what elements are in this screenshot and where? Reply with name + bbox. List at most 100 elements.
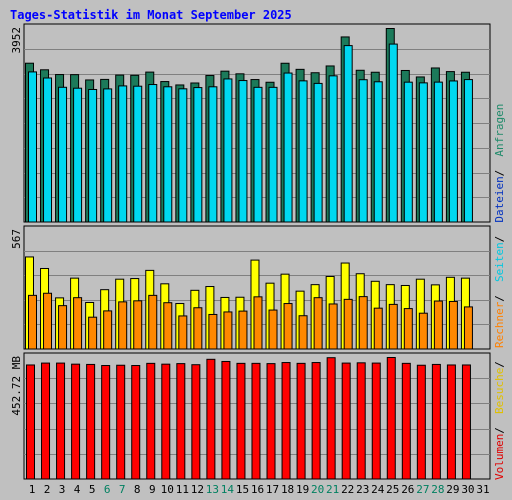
bar-seiten-12 xyxy=(193,87,203,223)
bar-rechner-6 xyxy=(103,310,113,350)
x-label-day-5: 5 xyxy=(89,483,96,496)
bar-seiten-2 xyxy=(43,77,53,223)
bar-rechner-3 xyxy=(58,305,68,350)
x-label-day-17: 17 xyxy=(266,483,279,496)
x-label-day-28: 28 xyxy=(431,483,444,496)
bar-volumen-4 xyxy=(71,363,81,480)
x-label-day-20: 20 xyxy=(311,483,324,496)
bar-volumen-9 xyxy=(146,362,156,480)
bar-volumen-16 xyxy=(251,362,261,480)
bar-seiten-10 xyxy=(163,86,173,223)
bar-seiten-23 xyxy=(358,79,368,223)
bar-volumen-20 xyxy=(311,362,321,480)
bar-rechner-17 xyxy=(268,309,278,350)
bar-rechner-4 xyxy=(73,297,83,350)
x-label-day-29: 29 xyxy=(446,483,459,496)
x-label-day-10: 10 xyxy=(161,483,174,496)
bar-seiten-21 xyxy=(328,75,338,223)
x-label-day-19: 19 xyxy=(296,483,309,496)
legend-separator: / xyxy=(493,170,506,177)
bar-seiten-20 xyxy=(313,82,323,223)
bar-seiten-15 xyxy=(238,80,248,223)
legend-anfragen: Anfragen xyxy=(493,104,506,157)
x-label-day-1: 1 xyxy=(29,483,36,496)
x-label-day-14: 14 xyxy=(221,483,235,496)
bar-seiten-14 xyxy=(223,78,233,223)
bar-seiten-13 xyxy=(208,86,218,223)
x-axis-labels: 1 2 3 4 5 6 7 8 9 10 11 12 13 14 15 16 17 18 19 20 21 22 23 24 2… xyxy=(29,483,490,496)
bar-volumen-14 xyxy=(221,360,231,480)
bar-volumen-25 xyxy=(386,357,396,480)
legend-seiten: Seiten xyxy=(493,242,506,282)
bar-seiten-16 xyxy=(253,86,263,223)
bar-rechner-27 xyxy=(418,312,428,350)
x-label-day-24: 24 xyxy=(371,483,385,496)
x-label-day-22: 22 xyxy=(341,483,354,496)
bar-rechner-13 xyxy=(208,313,218,350)
bar-rechner-19 xyxy=(298,315,308,350)
legend-separator: / xyxy=(493,295,506,302)
bar-volumen-17 xyxy=(266,363,276,480)
x-label-day-13: 13 xyxy=(206,483,219,496)
x-label-day-3: 3 xyxy=(59,483,66,496)
bar-rechner-11 xyxy=(178,315,188,350)
bar-volumen-26 xyxy=(401,362,411,480)
bar-volumen-10 xyxy=(161,363,171,480)
bar-seiten-8 xyxy=(133,85,143,223)
x-label-day-15: 15 xyxy=(236,483,249,496)
bar-seiten-18 xyxy=(283,72,293,223)
bar-volumen-13 xyxy=(206,358,216,480)
x-label-day-21: 21 xyxy=(326,483,339,496)
bar-seiten-3 xyxy=(58,86,68,223)
x-label-day-4: 4 xyxy=(74,483,81,496)
bar-volumen-12 xyxy=(191,364,201,480)
bar-rechner-16 xyxy=(253,296,263,350)
bar-rechner-14 xyxy=(223,311,233,350)
bar-volumen-7 xyxy=(116,364,126,480)
bar-volumen-5 xyxy=(86,363,96,480)
bar-rechner-5 xyxy=(88,316,98,350)
bar-rechner-30 xyxy=(463,306,473,350)
bar-rechner-25 xyxy=(388,303,398,350)
bar-rechner-23 xyxy=(358,296,368,350)
y-max-label: 452.72 MB xyxy=(10,356,23,416)
x-label-day-7: 7 xyxy=(119,483,126,496)
bar-seiten-24 xyxy=(373,81,383,223)
x-label-day-16: 16 xyxy=(251,483,264,496)
x-label-day-8: 8 xyxy=(134,483,141,496)
legend-dateien: Dateien xyxy=(493,176,506,222)
legend-volumen: Volumen xyxy=(493,434,506,480)
bar-volumen-15 xyxy=(236,362,246,480)
bar-volumen-19 xyxy=(296,362,306,480)
bar-seiten-30 xyxy=(463,79,473,223)
x-label-day-12: 12 xyxy=(191,483,204,496)
bar-volumen-3 xyxy=(56,362,66,480)
x-label-day-6: 6 xyxy=(104,483,111,496)
bar-volumen-28 xyxy=(431,363,441,480)
bar-seiten-17 xyxy=(268,86,278,223)
bar-rechner-9 xyxy=(148,294,158,350)
bar-volumen-29 xyxy=(446,364,456,480)
bar-seiten-25 xyxy=(388,43,398,223)
x-label-day-25: 25 xyxy=(386,483,399,496)
bar-rechner-1 xyxy=(28,294,37,350)
x-label-day-2: 2 xyxy=(44,483,51,496)
bar-seiten-9 xyxy=(148,84,158,223)
bar-volumen-30 xyxy=(461,364,471,480)
x-label-day-18: 18 xyxy=(281,483,294,496)
bar-rechner-29 xyxy=(448,300,458,350)
x-label-day-23: 23 xyxy=(356,483,369,496)
bar-rechner-22 xyxy=(343,298,353,350)
x-label-day-31: 31 xyxy=(476,483,489,496)
legend-separator: / xyxy=(493,427,506,434)
bar-volumen-27 xyxy=(416,364,426,480)
bar-volumen-1 xyxy=(26,364,35,480)
bar-seiten-1 xyxy=(28,71,37,223)
bar-rechner-2 xyxy=(43,292,53,350)
bar-volumen-18 xyxy=(281,362,291,480)
bar-rechner-24 xyxy=(373,307,383,350)
bar-rechner-15 xyxy=(238,310,248,350)
bar-volumen-11 xyxy=(176,363,186,480)
bar-volumen-23 xyxy=(356,362,366,480)
